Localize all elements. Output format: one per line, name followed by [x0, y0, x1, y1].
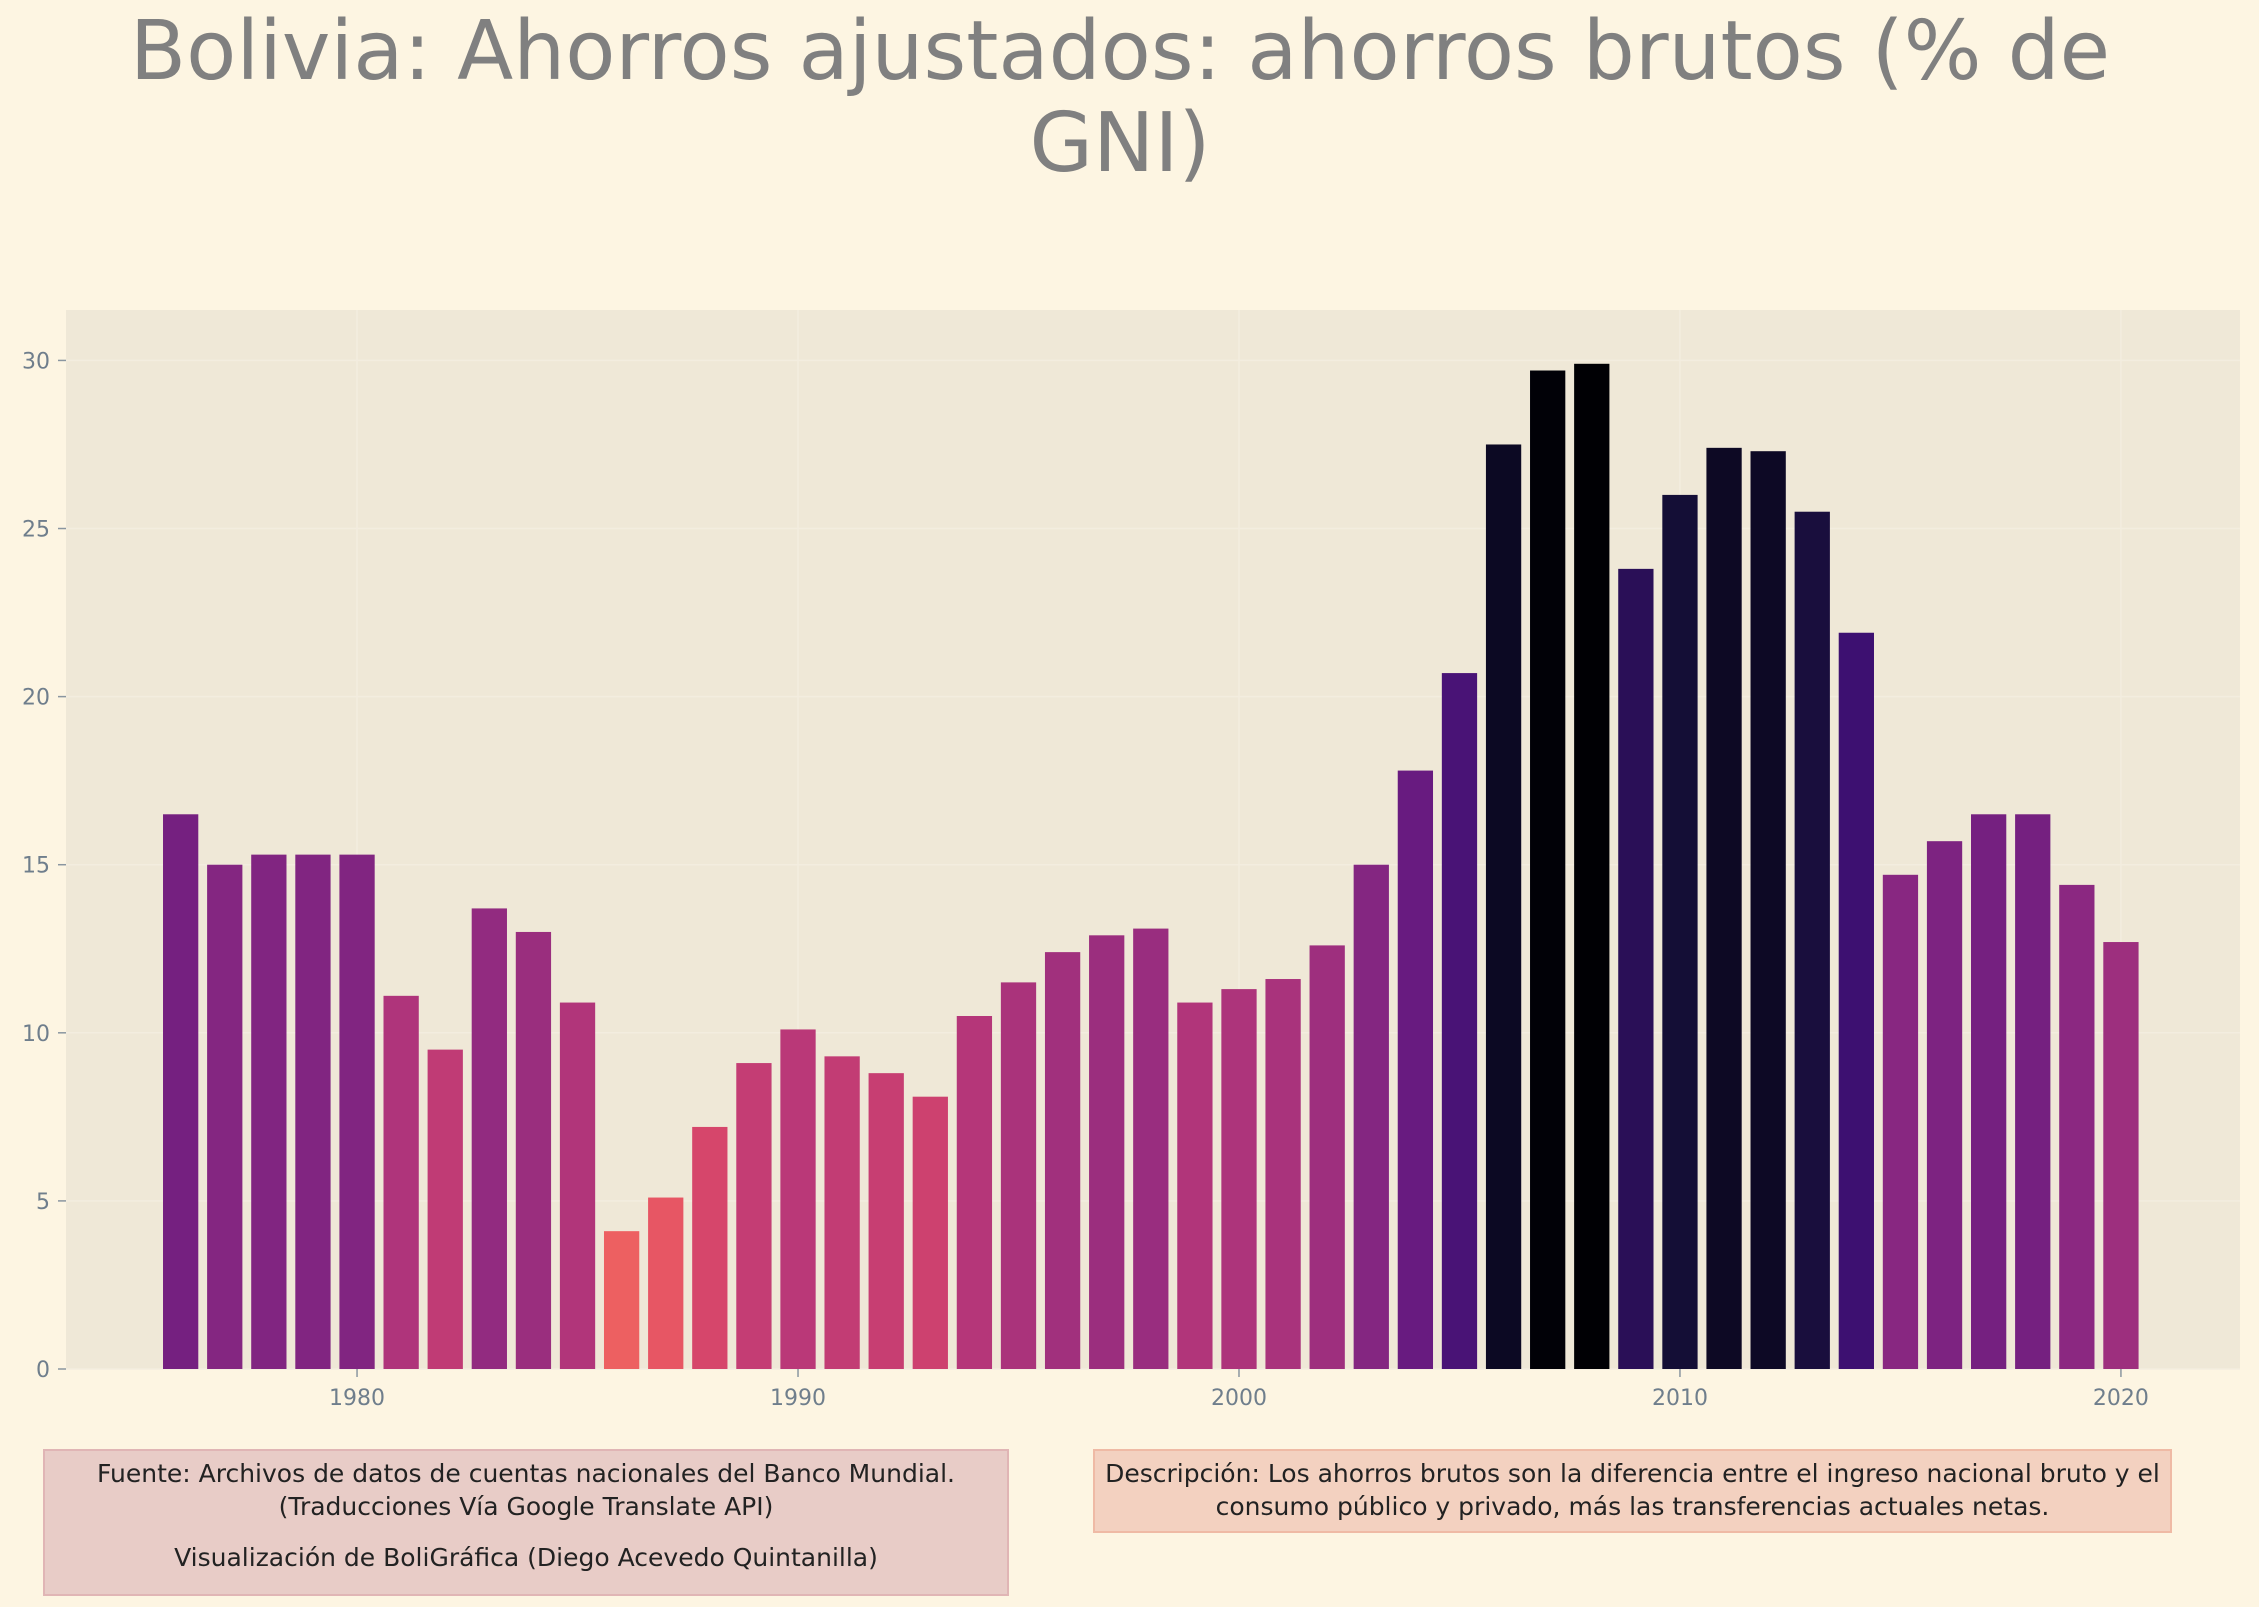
y-tick-label: 20 — [22, 686, 50, 711]
source-text: Fuente: Archivos de datos de cuentas nac… — [97, 1459, 955, 1488]
bar — [1706, 447, 1742, 1369]
bar — [1133, 928, 1169, 1369]
x-tick-label: 2000 — [1211, 1386, 1267, 1411]
bar — [1089, 935, 1125, 1369]
y-tick-label: 15 — [22, 854, 50, 879]
description-text: Descripción: Los ahorros brutos son la d… — [1105, 1459, 2160, 1521]
bar — [1000, 982, 1037, 1369]
chart-title: Bolivia: Ahorros ajustados: ahorros brut… — [129, 4, 2111, 191]
bar — [1177, 1002, 1213, 1369]
bar — [603, 1231, 640, 1369]
bar — [1397, 770, 1434, 1369]
bar — [251, 854, 287, 1369]
x-tick-label: 1990 — [770, 1386, 826, 1411]
bar — [912, 1096, 948, 1369]
bar — [956, 1016, 993, 1369]
translation-note: (Traducciones Vía Google Translate API) — [278, 1492, 774, 1521]
bar — [1309, 945, 1345, 1369]
bar — [1618, 568, 1654, 1369]
bar — [1485, 444, 1522, 1369]
bar — [2103, 942, 2139, 1369]
bar — [1750, 451, 1786, 1369]
x-tick-label: 2020 — [2093, 1386, 2149, 1411]
x-tick-label: 1980 — [329, 1386, 385, 1411]
bar — [559, 1002, 596, 1369]
bar — [163, 814, 199, 1369]
bar — [1838, 632, 1874, 1369]
bar — [780, 1029, 816, 1369]
bar — [339, 854, 375, 1369]
bar — [1353, 864, 1389, 1369]
bar — [1221, 989, 1257, 1369]
bar — [515, 931, 552, 1369]
bar — [427, 1049, 463, 1369]
credit-text: Visualización de BoliGráfica (Diego Acev… — [174, 1543, 878, 1572]
bar — [868, 1073, 904, 1369]
bar — [648, 1197, 684, 1369]
bar — [1441, 673, 1478, 1369]
bar — [1926, 841, 1963, 1369]
bar — [383, 995, 419, 1369]
bar — [1882, 874, 1919, 1369]
bar — [207, 864, 243, 1369]
description-box: Descripción: Los ahorros brutos son la d… — [1093, 1449, 2172, 1533]
y-tick-label: 0 — [36, 1358, 50, 1383]
y-tick-label: 10 — [22, 1022, 50, 1047]
y-tick-label: 5 — [36, 1190, 50, 1215]
bar — [736, 1063, 772, 1369]
bar — [824, 1056, 860, 1369]
bar — [1662, 494, 1698, 1369]
bar — [1530, 370, 1566, 1369]
bar — [1044, 952, 1081, 1369]
bar — [2059, 884, 2095, 1369]
y-tick-label: 30 — [22, 349, 50, 374]
bar — [1574, 363, 1610, 1369]
bar — [1971, 814, 2007, 1369]
x-tick-label: 2010 — [1652, 1386, 1708, 1411]
bar — [1794, 511, 1830, 1369]
bar — [1265, 979, 1301, 1369]
bar — [2015, 814, 2051, 1369]
bar — [471, 908, 507, 1369]
y-tick-label: 25 — [22, 518, 50, 543]
bar — [692, 1126, 728, 1369]
bar — [295, 854, 331, 1369]
source-box: Fuente: Archivos de datos de cuentas nac… — [43, 1449, 1009, 1596]
